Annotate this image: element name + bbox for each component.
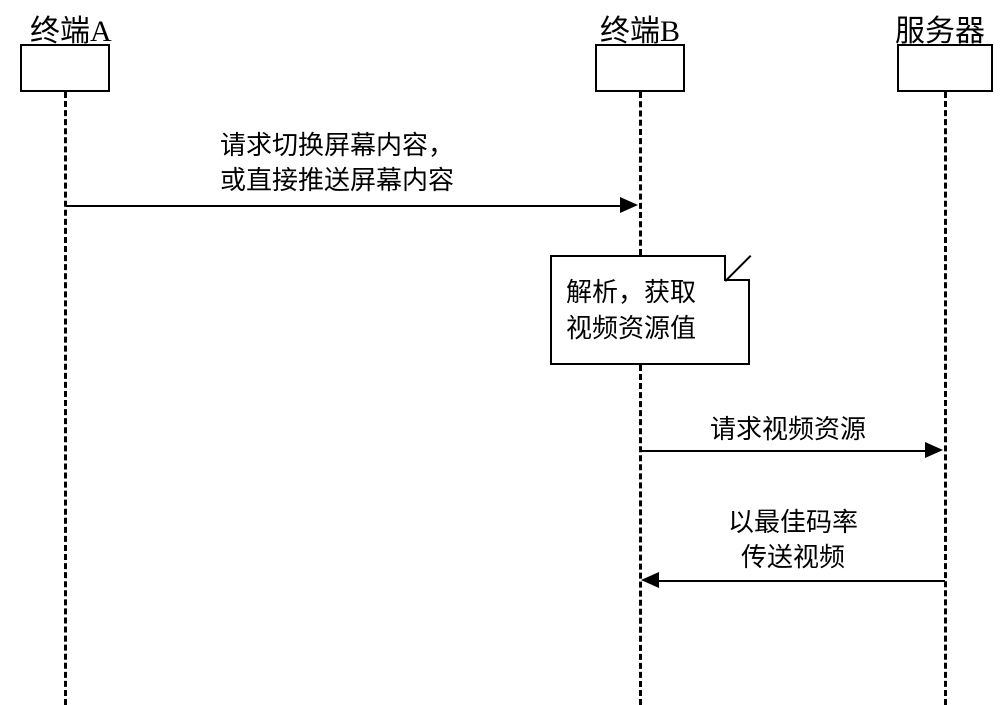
msg1-line1: 请求切换屏幕内容， — [220, 131, 454, 160]
msg2-arrow-head — [925, 442, 943, 458]
participant-box-a — [20, 44, 110, 92]
note-line2: 视频资源值 — [566, 314, 696, 343]
lifeline-server — [944, 92, 947, 705]
msg3-label: 以最佳码率 传送视频 — [728, 505, 858, 575]
msg3-line2: 传送视频 — [741, 543, 845, 572]
note-line1: 解析，获取 — [566, 278, 696, 307]
participant-box-b — [595, 44, 685, 92]
msg1-label: 请求切换屏幕内容， 或直接推送屏幕内容 — [220, 128, 454, 198]
lifeline-b — [639, 92, 642, 255]
msg1-arrow-head — [620, 197, 638, 213]
msg2-label: 请求视频资源 — [710, 412, 866, 447]
participant-box-server — [897, 44, 993, 92]
msg3-arrow-line — [659, 580, 945, 582]
note-parse: 解析，获取 视频资源值 — [550, 255, 750, 365]
msg2-line1: 请求视频资源 — [710, 415, 866, 444]
lifeline-a — [64, 92, 67, 705]
msg2-arrow-line — [641, 450, 926, 452]
msg3-arrow-head — [641, 572, 659, 588]
msg3-line1: 以最佳码率 — [728, 508, 858, 537]
lifeline-b-2 — [639, 365, 642, 705]
msg1-line2: 或直接推送屏幕内容 — [220, 166, 454, 195]
msg1-arrow-line — [66, 205, 621, 207]
